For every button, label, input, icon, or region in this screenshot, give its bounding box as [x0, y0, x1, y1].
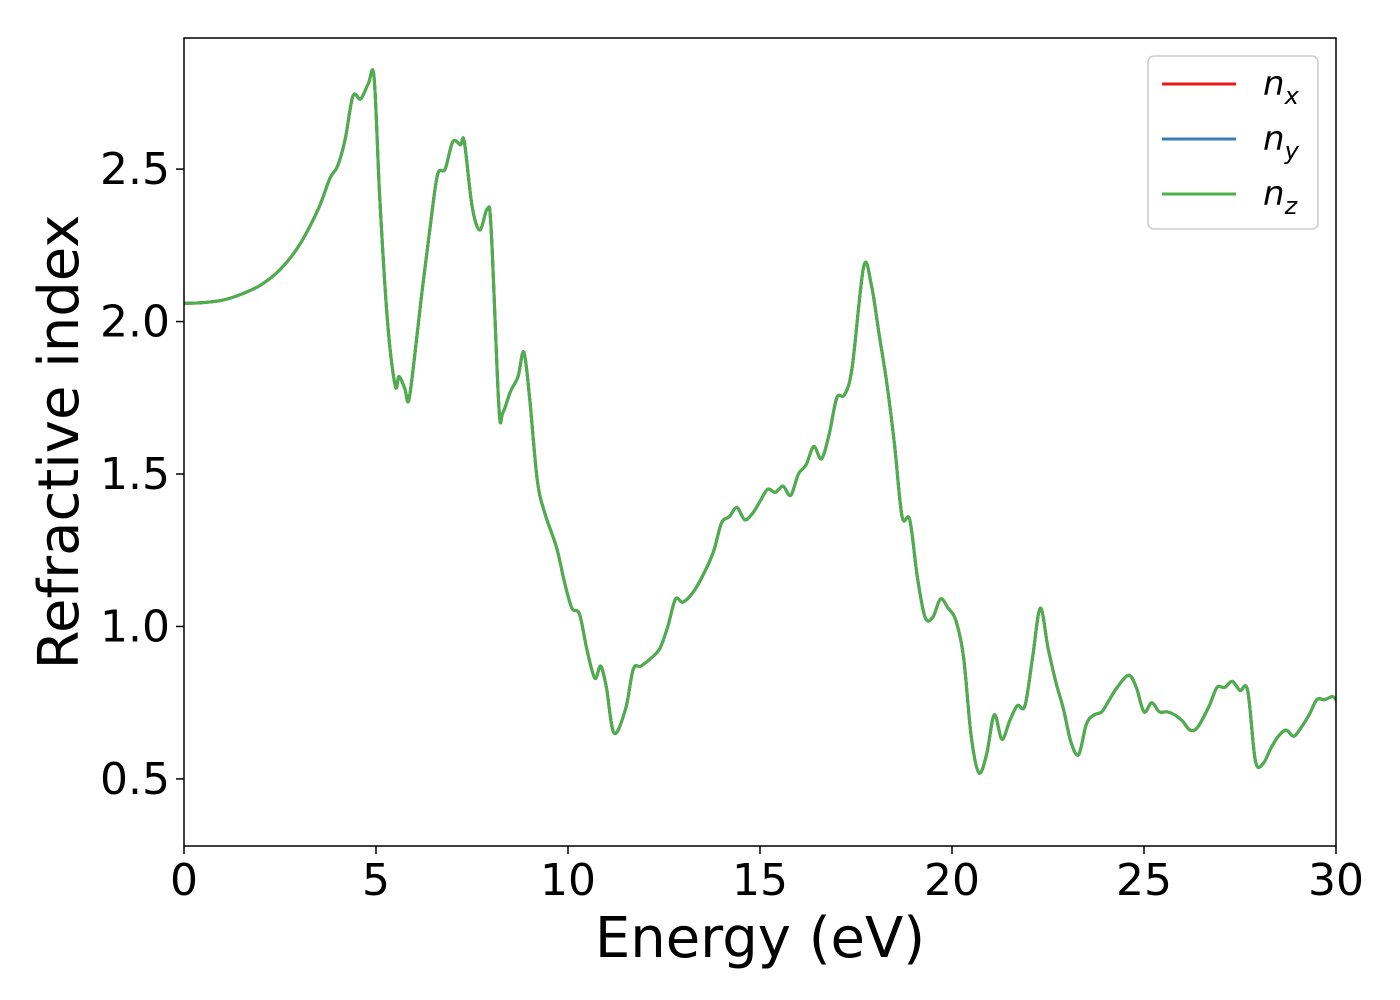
x-tick-label: 25: [1116, 855, 1172, 906]
y-axis-label: Refractive index: [27, 215, 92, 670]
x-tick-label: 30: [1308, 855, 1364, 906]
legend-label-ny: ny: [1263, 119, 1300, 165]
y-tick-label: 1.0: [100, 601, 170, 652]
x-axis-ticks: 0 5 10 15 20 25 30: [170, 846, 1364, 906]
y-tick-label: 2.5: [100, 144, 170, 195]
legend-label-subscript: z: [1284, 192, 1299, 220]
legend-label-nz: nz: [1263, 174, 1299, 220]
legend-label-base: n: [1263, 119, 1285, 159]
series-line-nz: [184, 68, 1336, 775]
y-tick-label: 2.0: [100, 297, 170, 348]
legend-label-base: n: [1263, 174, 1285, 214]
legend-label-nx: nx: [1263, 64, 1300, 110]
y-axis-ticks: 0.5 1.0 1.5 2.0 2.5: [100, 144, 184, 805]
y-tick-label: 1.5: [100, 449, 170, 500]
x-tick-label: 15: [732, 855, 788, 906]
legend-label-subscript: y: [1284, 137, 1300, 165]
series-group: [184, 68, 1336, 775]
legend-label-subscript: x: [1284, 82, 1300, 110]
x-tick-label: 5: [362, 855, 390, 906]
x-tick-label: 0: [170, 855, 198, 906]
y-tick-label: 0.5: [100, 754, 170, 805]
x-tick-label: 10: [540, 855, 596, 906]
legend-label-base: n: [1263, 64, 1285, 104]
legend-box: [1147, 55, 1319, 230]
x-axis-label: Energy (eV): [595, 906, 925, 971]
x-tick-label: 20: [924, 855, 980, 906]
